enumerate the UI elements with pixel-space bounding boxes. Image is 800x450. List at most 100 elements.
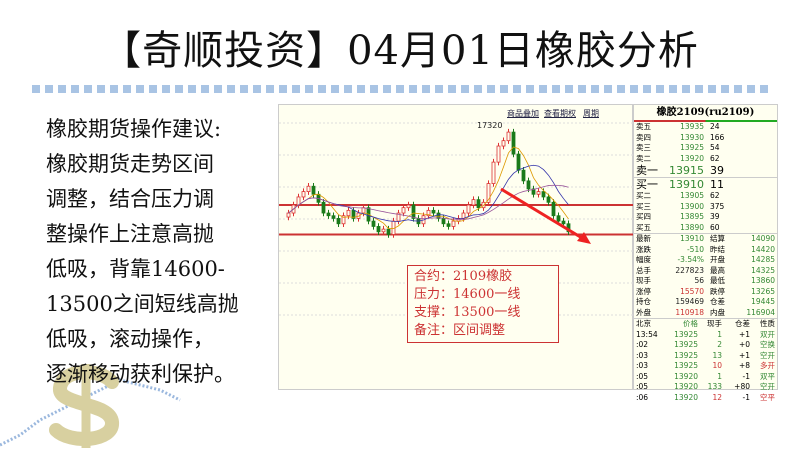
ask-row: 卖三 13925 54	[634, 143, 777, 154]
advice-line: 低吸，背靠14600-	[46, 257, 225, 281]
cell: 13920	[674, 392, 698, 402]
cell: 最高	[710, 265, 725, 275]
cell: 最新	[636, 234, 651, 243]
candle	[486, 183, 491, 203]
cell: +1	[738, 350, 750, 360]
candle	[506, 131, 511, 142]
cell: 13915	[669, 164, 704, 177]
candle	[541, 191, 546, 198]
candle	[466, 204, 471, 214]
cell: 227823	[675, 265, 704, 275]
cell: 涨跌	[636, 244, 651, 254]
cell: :03	[636, 361, 649, 370]
cell: 13925	[674, 340, 698, 349]
cell: 375	[710, 201, 725, 211]
tick-row: :03 13925 10 +8 多开	[634, 361, 777, 372]
candle	[546, 196, 551, 203]
cell: +1	[738, 329, 750, 339]
cell: 13925	[674, 361, 698, 370]
candle	[346, 209, 351, 217]
cell: 双开	[760, 329, 775, 339]
cell: 外盘	[636, 307, 651, 317]
advice-line: 橡胶期货走势区间	[46, 152, 214, 176]
candle	[401, 207, 406, 214]
quote-panel: 橡胶2109(ru2109) 卖五 13935 24 卖四 13930 166 卖三 1392…	[633, 104, 778, 402]
candle	[516, 153, 521, 171]
cell: 13910	[680, 234, 704, 243]
cell: :02	[636, 340, 649, 349]
ask-row: 卖五 13935 24	[634, 122, 777, 133]
cell: 24	[710, 122, 720, 131]
tick-row: :05 13920 133 +80 空开	[634, 382, 777, 393]
cell: 仓差	[735, 319, 750, 328]
cell: 仓差	[710, 297, 725, 306]
candle	[511, 131, 516, 155]
stat-row: 外盘 110918 内盘 116904	[634, 308, 777, 319]
candle	[286, 212, 291, 218]
tick-header: 北京 价格 现手 仓差 性质	[634, 319, 777, 330]
stat-row: 持仓 159469 仓差 19445	[634, 297, 777, 308]
candle	[441, 218, 446, 225]
cell: 13925	[680, 143, 704, 152]
cell: 13890	[680, 222, 704, 232]
cell: +8	[738, 361, 750, 370]
tick-row: :05 13920 1 -1 双平	[634, 372, 777, 383]
advice-line: 逐渐移动获利保护。	[46, 362, 235, 386]
overlay-button[interactable]: 商品叠加	[507, 109, 539, 118]
advice-line: 整操作上注意高抛	[46, 222, 214, 246]
candle	[521, 169, 526, 182]
cell: 买四	[636, 212, 651, 221]
cell: 北京	[636, 319, 651, 328]
contract-title: 橡胶2109(ru2109)	[634, 105, 777, 122]
cell: 13935	[680, 122, 704, 131]
trend-arrow	[500, 187, 588, 243]
advice-line: 13500之间短线高抛	[46, 292, 239, 316]
cell: 内盘	[710, 307, 725, 317]
cell: 13:54	[636, 329, 658, 339]
cell: 买三	[636, 201, 651, 211]
cell: 116904	[746, 307, 775, 317]
advice-line: 橡胶期货操作建议:	[46, 117, 222, 141]
cell: 买五	[636, 222, 651, 232]
cell: 13265	[751, 286, 775, 296]
candle	[471, 199, 476, 206]
cell: +0	[738, 340, 750, 349]
cell: 现手	[707, 319, 722, 328]
cell: 空开	[760, 350, 775, 360]
advice-text: 橡胶期货操作建议: 橡胶期货走势区间 调整，结合压力调 整操作上注意高抛 低吸，…	[46, 112, 276, 392]
stat-row: 现手 56 最低 13860	[634, 276, 777, 287]
cell: 13860	[751, 276, 775, 285]
cell: 62	[710, 191, 720, 200]
cell: 110918	[675, 307, 704, 317]
chart-toolbar: 商品叠加 查看期权 周期	[279, 105, 632, 119]
stat-row: 最新 13910 结算 14090	[634, 234, 777, 245]
cell: 13925	[674, 350, 698, 360]
options-button[interactable]: 查看期权	[544, 109, 576, 118]
candle	[491, 161, 496, 184]
candle	[321, 201, 326, 214]
cell: :03	[636, 350, 649, 360]
trend-arrow-head	[577, 232, 591, 244]
candle	[336, 218, 341, 225]
cell: :05	[636, 371, 649, 381]
cell: 1	[717, 371, 722, 381]
chart-canvas: 17320	[279, 121, 634, 316]
cell: 幅度	[636, 255, 651, 264]
advice-line: 调整，结合压力调	[46, 187, 214, 211]
bid-row: 买三 13900 375	[634, 202, 777, 213]
kline-chart[interactable]: 17320 商品叠加 查看期权 周期 合约：2109橡胶 压力：14600一线 …	[278, 104, 634, 390]
period-button[interactable]: 周期	[583, 109, 599, 118]
cell: -1	[742, 371, 750, 381]
cell: 1	[717, 329, 722, 339]
note-line: 支撑：13500一线	[414, 305, 521, 320]
stat-row: 幅度 -3.54% 开盘 14285	[634, 255, 777, 266]
bid-row: 买四 13895 39	[634, 212, 777, 223]
cell: 13905	[680, 191, 704, 200]
candle	[501, 140, 506, 147]
cell: 买二	[636, 191, 651, 200]
cell: 12	[712, 392, 722, 402]
cell: 最低	[710, 276, 725, 285]
candle	[326, 212, 331, 217]
candle	[341, 215, 346, 225]
candle	[496, 145, 501, 163]
